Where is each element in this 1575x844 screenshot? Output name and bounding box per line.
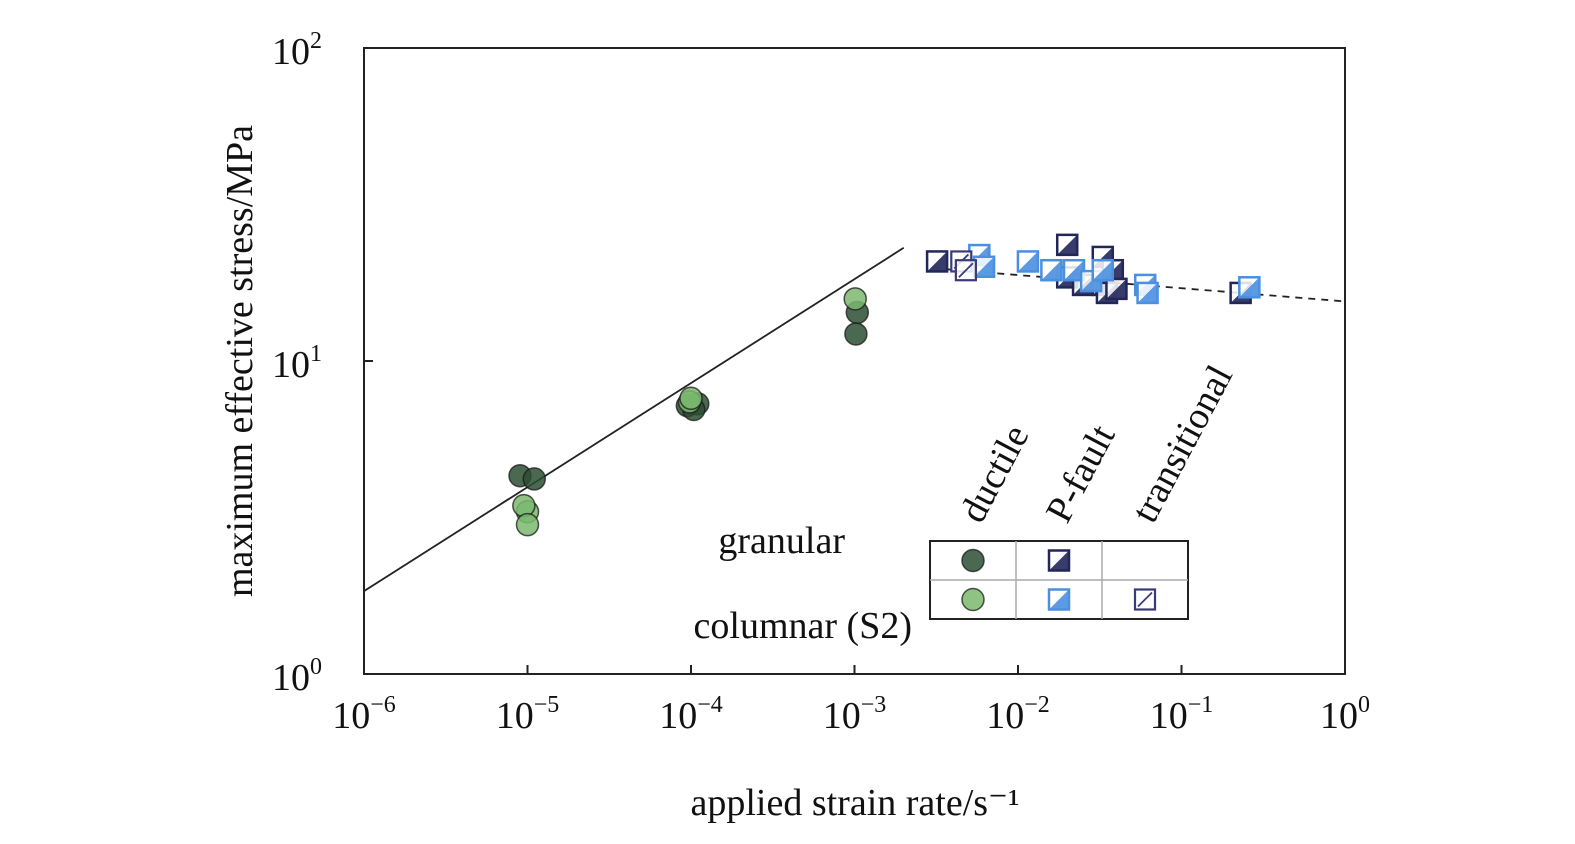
data-point <box>844 322 868 346</box>
y-axis-label: maximum effective stress/MPa <box>219 125 261 597</box>
data-point <box>954 259 977 282</box>
series-transitional-columnar-s2- <box>950 250 977 282</box>
legend-column-label: ductile <box>952 418 1038 529</box>
fit-line-dashed <box>932 267 1345 303</box>
fit-line-solid <box>364 247 905 592</box>
y-tick-label: 102 <box>272 28 322 73</box>
x-tick-label: 10−1 <box>1150 692 1214 737</box>
legend-marker <box>1133 588 1157 611</box>
data-point <box>1062 258 1086 282</box>
legend-marker <box>961 587 985 612</box>
legend-row-label: granular <box>718 520 845 562</box>
x-tick-label: 10−2 <box>986 692 1050 737</box>
data-point <box>679 386 703 411</box>
data-point <box>1055 233 1079 257</box>
x-tick-label: 10−6 <box>332 692 396 737</box>
legend-column-label: P-fault <box>1038 418 1124 529</box>
x-axis-label: applied strain rate/s⁻¹ <box>690 782 1019 824</box>
y-tick-label: 100 <box>272 654 322 699</box>
data-markers <box>508 233 1261 537</box>
legend-column-label: transitional <box>1124 359 1241 530</box>
series-ductile-columnar-s2- <box>512 287 867 537</box>
legend-row-label: columnar (S2) <box>694 605 912 647</box>
data-point <box>1091 258 1115 282</box>
data-point <box>1238 276 1261 299</box>
legend-marker <box>961 548 985 573</box>
series-p-fault-columnar-s2- <box>968 243 1261 305</box>
data-point <box>1040 258 1063 282</box>
x-tick-label: 10−4 <box>659 692 723 737</box>
axis-ticks <box>363 47 1346 675</box>
x-tick-label: 10−5 <box>496 692 560 737</box>
x-tick-label: 100 <box>1320 692 1370 737</box>
y-tick-label: 101 <box>272 341 322 386</box>
data-point <box>1016 250 1040 273</box>
legend-marker <box>1047 549 1071 572</box>
legend: ductile P-fault transitional granular column… <box>694 359 1242 647</box>
fit-lines <box>364 247 1345 592</box>
plot-frame <box>363 47 1346 675</box>
data-point <box>925 250 949 273</box>
data-point <box>1136 281 1159 305</box>
data-point <box>522 467 547 491</box>
data-point <box>843 287 867 311</box>
data-point <box>1105 277 1128 301</box>
legend-marker <box>1047 588 1071 611</box>
data-point <box>512 493 536 518</box>
data-point <box>972 255 996 279</box>
x-tick-label: 10−3 <box>823 692 887 737</box>
axis-tick-labels: 10−6 10−5 10−4 10−3 10−2 10−1 100 100 101 102 <box>272 28 1370 737</box>
data-point <box>515 512 540 537</box>
